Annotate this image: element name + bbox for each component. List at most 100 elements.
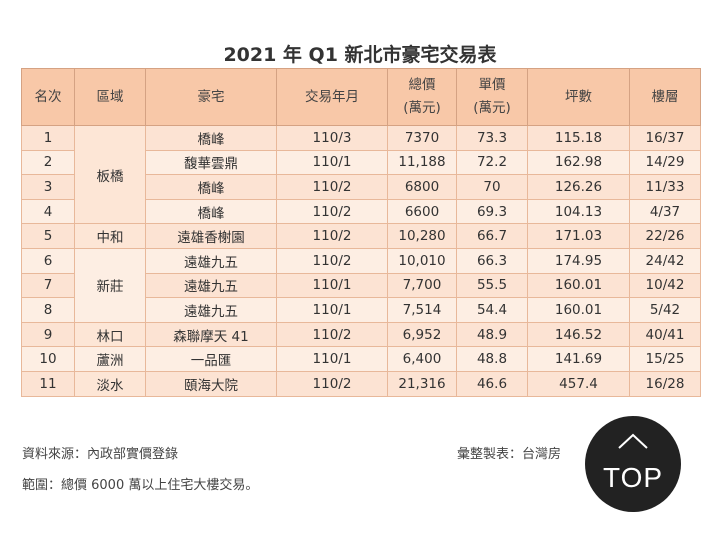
cell-area: 林口 [74,321,146,348]
table-header-row: 名次 區域 豪宅 交易年月 總價 (萬元) 單價 (萬元) 坪數 樓層 [21,68,701,126]
cell-date: 110/1 [276,272,388,299]
cell-area: 板橋 [74,124,146,225]
cell-size: 162.98 [527,149,630,176]
table-row: 11 淡水 頤海大院 110/2 21,316 46.6 457.4 16/28 [21,370,701,397]
cell-rank: 6 [21,247,75,274]
cell-size: 160.01 [527,272,630,299]
table-row: 4 橋峰 110/2 6600 69.3 104.13 4/37 [21,198,701,225]
back-to-top-button[interactable]: TOP [585,416,681,512]
cell-name: 馥華雲鼎 [145,149,277,176]
table-row: 3 橋峰 110/2 6800 70 126.26 11/33 [21,174,701,200]
cell-name: 頤海大院 [145,370,277,397]
header-rank: 名次 [21,68,75,126]
cell-date: 110/1 [276,297,388,323]
cell-total-price: 10,010 [387,247,457,274]
cell-unit-price: 72.2 [456,149,528,176]
cell-size: 126.26 [527,174,630,200]
cell-name: 一品匯 [145,346,277,372]
cell-size: 457.4 [527,370,630,397]
cell-area: 蘆洲 [74,346,146,372]
cell-floor: 14/29 [629,149,701,176]
cell-area: 淡水 [74,370,146,397]
cell-date: 110/2 [276,321,388,348]
cell-name: 遠雄九五 [145,297,277,323]
header-area: 區域 [74,68,146,126]
cell-name: 遠雄香榭園 [145,223,277,249]
table-row: 9 林口 森聯摩天 41 110/2 6,952 48.9 146.52 40/41 [21,321,701,348]
cell-rank: 1 [21,125,75,151]
header-date: 交易年月 [276,68,388,126]
cell-rank: 7 [21,272,75,299]
cell-size: 146.52 [527,321,630,348]
cell-size: 171.03 [527,223,630,249]
cell-unit-price: 70 [456,174,528,200]
luxury-transaction-table: 名次 區域 豪宅 交易年月 總價 (萬元) 單價 (萬元) 坪數 樓層 1 板橋橋… [21,68,701,397]
cell-unit-price: 46.6 [456,370,528,397]
cell-rank: 10 [21,346,75,372]
cell-unit-price: 48.9 [456,321,528,348]
cell-unit-price: 69.3 [456,198,528,225]
cell-total-price: 6600 [387,198,457,225]
table-row: 5 中和 遠雄香榭園 110/2 10,280 66.7 171.03 22/26 [21,223,701,249]
header-size: 坪數 [527,68,630,126]
compiled-by-text: 彙整製表：台灣房 [457,447,562,462]
table-row: 6 新莊 遠雄九五 110/2 10,010 66.3 174.95 24/42 [21,247,701,323]
header-total-price: 總價 (萬元) [387,68,457,126]
cell-name: 森聯摩天 41 [145,321,277,348]
cell-date: 110/2 [276,174,388,200]
header-unit-price: 單價 (萬元) [456,68,528,126]
cell-floor: 16/28 [629,370,701,397]
table-row: 2 馥華雲鼎 110/1 11,188 72.2 162.98 14/29 [21,149,701,176]
cell-unit-price: 54.4 [456,297,528,323]
cell-area: 新莊 [74,247,146,323]
cell-rank: 8 [21,297,75,323]
cell-date: 110/2 [276,198,388,225]
table-row: 1 板橋 橋峰 110/3 7370 73.3 115.18 16/37 [21,124,701,225]
cell-rank: 4 [21,198,75,225]
cell-name: 遠雄九五 [145,247,277,274]
cell-name: 橋峰 [145,174,277,200]
cell-date: 110/1 [276,346,388,372]
cell-area: 中和 [74,223,146,249]
chevron-up-icon [618,433,648,449]
cell-floor: 15/25 [629,346,701,372]
cell-total-price: 11,188 [387,149,457,176]
cell-total-price: 6,952 [387,321,457,348]
table-row: 7 遠雄九五 110/1 7,700 55.5 160.01 10/42 [21,272,701,299]
scope-note: 範圍：總價 6000 萬以上住宅大樓交易。 [22,478,259,493]
cell-unit-price: 66.7 [456,223,528,249]
cell-floor: 11/33 [629,174,701,200]
cell-date: 110/2 [276,247,388,274]
cell-unit-price: 73.3 [456,125,528,151]
cell-size: 141.69 [527,346,630,372]
table-row: 10 蘆洲 一品匯 110/1 6,400 48.8 141.69 15/25 [21,346,701,372]
cell-rank: 5 [21,223,75,249]
cell-floor: 24/42 [629,247,701,274]
cell-floor: 5/42 [629,297,701,323]
cell-rank: 3 [21,174,75,200]
cell-floor: 22/26 [629,223,701,249]
cell-total-price: 6800 [387,174,457,200]
top-label: TOP [602,462,664,493]
header-floor: 樓層 [629,68,701,126]
cell-rank: 2 [21,149,75,176]
cell-date: 110/2 [276,370,388,397]
cell-name: 橋峰 [145,198,277,225]
cell-floor: 10/42 [629,272,701,299]
cell-date: 110/2 [276,223,388,249]
cell-total-price: 10,280 [387,223,457,249]
page-title: 2021 年 Q1 新北市豪宅交易表 [223,44,497,66]
cell-total-price: 7,700 [387,272,457,299]
cell-name: 遠雄九五 [145,272,277,299]
cell-total-price: 7370 [387,125,457,151]
header-name: 豪宅 [145,68,277,126]
cell-total-price: 6,400 [387,346,457,372]
table-row: 8 遠雄九五 110/1 7,514 54.4 160.01 5/42 [21,297,701,323]
cell-size: 104.13 [527,198,630,225]
cell-size: 160.01 [527,297,630,323]
cell-date: 110/3 [276,125,388,151]
cell-unit-price: 66.3 [456,247,528,274]
cell-date: 110/1 [276,149,388,176]
cell-floor: 16/37 [629,125,701,151]
data-source-note: 資料來源：內政部實價登錄 [22,447,179,462]
